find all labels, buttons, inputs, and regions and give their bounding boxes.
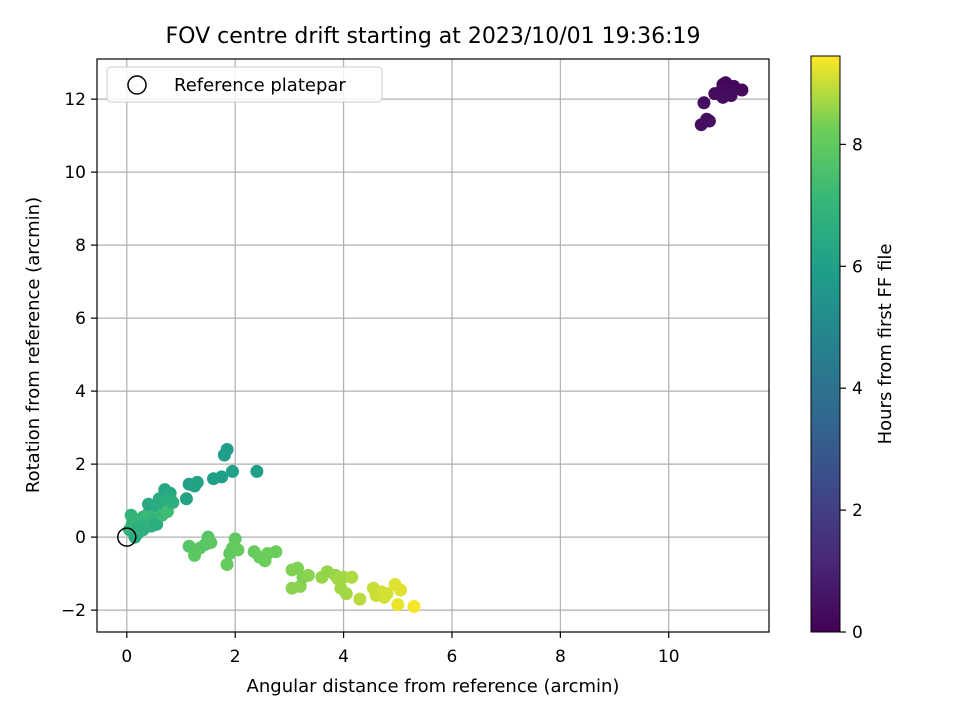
y-tick-label: 2	[75, 455, 86, 475]
data-point	[220, 443, 234, 457]
x-axis-label: Angular distance from reference (arcmin)	[247, 676, 620, 697]
x-tick-label: 2	[230, 647, 241, 667]
colorbar-tick-label: 8	[852, 135, 863, 155]
colorbar-label: Hours from first FF file	[875, 244, 896, 445]
data-point	[716, 90, 730, 104]
data-point	[231, 543, 245, 557]
colorbar-tick-label: 0	[852, 623, 863, 643]
y-axis-label: Rotation from reference (arcmin)	[23, 197, 44, 493]
data-point	[220, 557, 234, 571]
y-tick-label: 12	[64, 90, 86, 110]
data-point	[166, 495, 180, 509]
legend-box	[106, 66, 383, 103]
data-point	[301, 568, 315, 582]
x-tick-label: 10	[658, 647, 680, 667]
y-tick-label: 10	[64, 163, 86, 183]
legend-entry-label: Reference platepar	[174, 75, 346, 96]
data-points	[123, 76, 749, 613]
x-tick-label: 8	[555, 647, 566, 667]
data-point	[269, 545, 283, 559]
data-point	[204, 536, 218, 550]
y-axis-ticks: −2 0 2 4 6 8 10 12	[61, 90, 97, 621]
legend-marker-icon	[127, 75, 147, 95]
colorbar-tick-label: 6	[852, 257, 863, 277]
grid-lines	[97, 59, 769, 632]
data-point	[190, 475, 204, 489]
y-tick-label: 4	[75, 382, 86, 402]
legend: Reference platepar	[106, 66, 383, 103]
plot-area-frame	[96, 58, 770, 633]
data-point	[353, 592, 367, 606]
data-point	[702, 114, 716, 128]
data-point	[250, 464, 264, 478]
x-axis-ticks: 0 2 4 6 8 10	[121, 632, 680, 667]
data-point	[697, 96, 711, 110]
y-tick-label: 0	[75, 528, 86, 548]
x-tick-label: 0	[121, 647, 132, 667]
data-point	[225, 464, 239, 478]
y-tick-label: 6	[75, 309, 86, 329]
data-point	[132, 521, 146, 535]
data-point	[380, 587, 394, 601]
data-point	[228, 532, 242, 546]
chart-title: FOV centre drift starting at 2023/10/01 …	[166, 24, 701, 49]
colorbar-tick-label: 4	[852, 379, 863, 399]
data-point	[407, 599, 421, 613]
data-point	[345, 570, 359, 584]
data-point	[735, 83, 749, 97]
reference-platepar-marker	[117, 527, 137, 547]
data-point	[339, 587, 353, 601]
data-point	[391, 598, 405, 612]
colorbar-ticks: 0 2 4 6 8	[840, 135, 863, 643]
data-point	[393, 583, 407, 597]
data-point	[215, 470, 229, 484]
y-tick-label: −2	[61, 601, 86, 621]
colorbar	[810, 55, 841, 633]
x-tick-label: 6	[447, 647, 458, 667]
x-tick-label: 4	[338, 647, 349, 667]
data-point	[179, 492, 193, 506]
y-tick-label: 8	[75, 236, 86, 256]
colorbar-tick-label: 2	[852, 501, 863, 521]
